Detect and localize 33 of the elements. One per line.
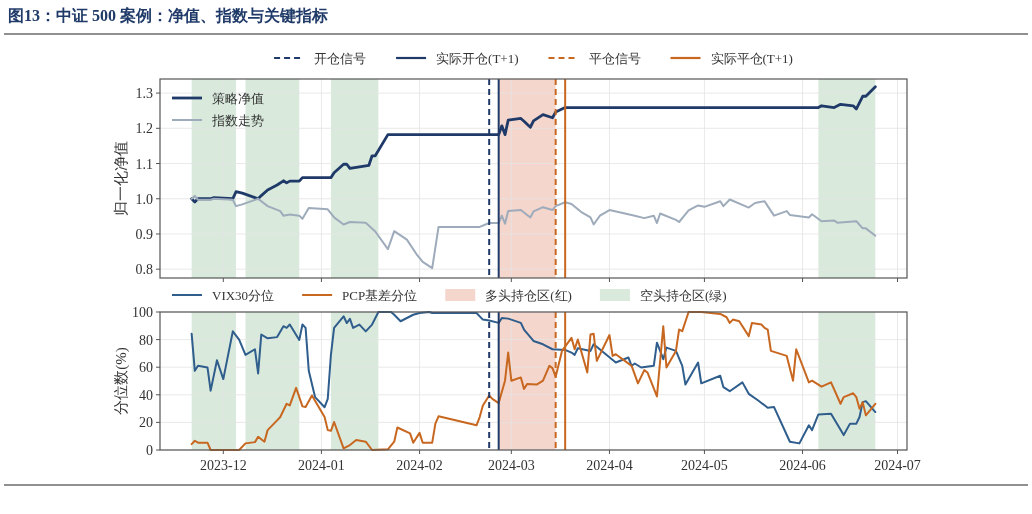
legend-label: 空头持仓区(绿)	[639, 288, 727, 303]
legend-label: 多头持仓区(红)	[485, 288, 572, 303]
chart-title: 图13：中证 500 案例：净值、指数与关键指标	[8, 6, 328, 24]
y-tick-label: 1.0	[135, 191, 153, 207]
y-tick-label: 0.9	[135, 226, 153, 242]
x-tick-label: 2024-06	[779, 458, 826, 473]
x-tick-label: 2024-02	[396, 458, 443, 473]
x-tick-label: 2024-04	[586, 458, 633, 473]
legend-label: 策略净值	[212, 91, 264, 106]
legend-label: 平仓信号	[588, 51, 641, 66]
x-tick-label: 2023-12	[199, 458, 247, 473]
legend-label: VIX30分位	[212, 288, 275, 303]
y-tick-label: 100	[132, 305, 153, 320]
legend-label: 实际平仓(T+1)	[710, 51, 793, 66]
legend-label: PCP基差分位	[342, 288, 418, 303]
y-tick-label: 1.3	[135, 86, 153, 102]
x-tick-label: 2024-01	[298, 458, 345, 473]
y-tick-label: 0	[146, 443, 153, 458]
y-tick-label: 0.8	[135, 262, 153, 278]
y-axis-title: 分位数(%)	[113, 347, 130, 415]
legend-label: 实际开仓(T+1)	[436, 51, 519, 66]
x-tick-label: 2024-05	[681, 458, 728, 473]
y-tick-label: 20	[139, 415, 153, 431]
y-tick-label: 60	[139, 360, 153, 376]
x-tick-label: 2024-07	[874, 458, 921, 473]
legend-label: 开仓信号	[314, 51, 367, 66]
y-tick-label: 1.1	[135, 156, 153, 172]
y-tick-label: 40	[139, 387, 153, 403]
y-tick-label: 80	[139, 332, 153, 348]
x-tick-label: 2024-03	[488, 458, 535, 473]
legend-label: 指数走势	[211, 113, 264, 128]
y-tick-label: 1.2	[135, 121, 153, 137]
y-axis-title: 归一化净值	[113, 141, 129, 216]
